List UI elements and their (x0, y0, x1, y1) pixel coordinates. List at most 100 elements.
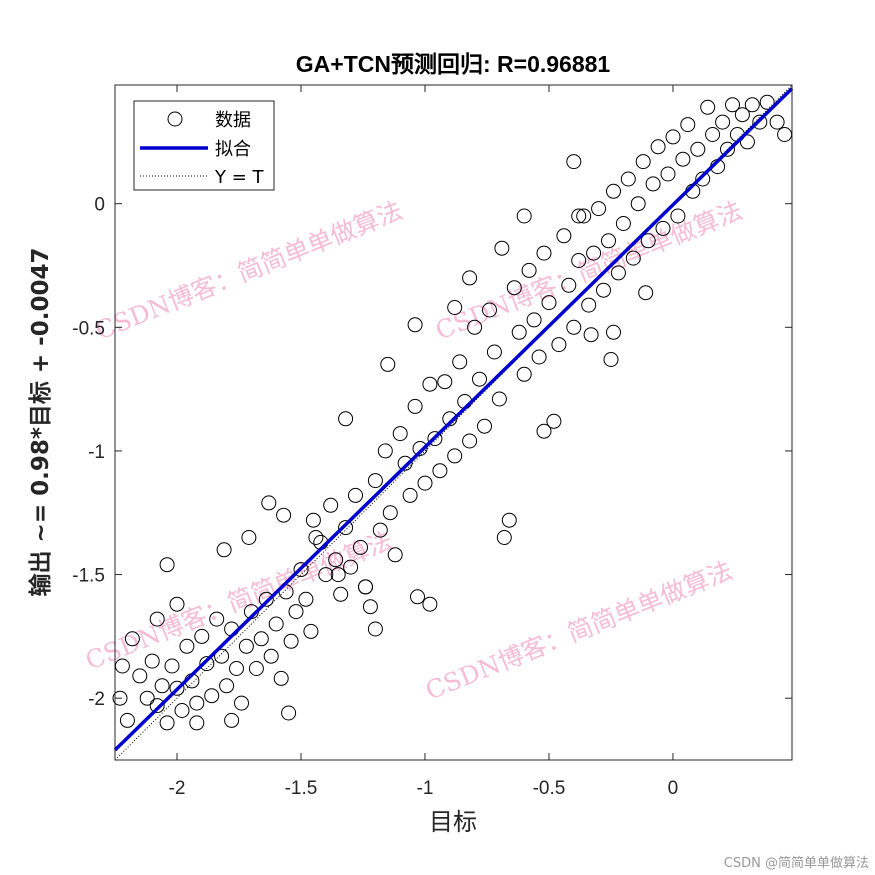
data-point (486, 344, 502, 360)
data-point (640, 233, 656, 249)
data-point (402, 487, 418, 503)
data-point (442, 411, 458, 427)
legend-marker-data (167, 111, 183, 127)
x-tick-label: -0.5 (533, 778, 566, 799)
data-point (229, 661, 244, 676)
data-point (328, 552, 344, 568)
data-point (258, 591, 274, 607)
y-tick-label: -1 (88, 442, 105, 463)
data-point (536, 423, 552, 439)
data-point (690, 141, 706, 157)
data-point (665, 129, 681, 145)
data-point (705, 127, 721, 142)
data-point (601, 233, 616, 249)
data-point (506, 280, 522, 296)
data-point (452, 354, 468, 370)
data-point (606, 324, 621, 340)
data-point (427, 431, 443, 447)
data-point (189, 715, 205, 731)
data-point (571, 208, 587, 224)
data-point (372, 522, 388, 538)
data-point (561, 277, 577, 293)
data-point (660, 166, 676, 182)
data-point (234, 695, 249, 711)
data-point (288, 604, 304, 620)
data-point (752, 114, 768, 130)
data-point (283, 633, 299, 649)
data-point (179, 638, 195, 654)
data-point (214, 648, 230, 664)
data-point (715, 114, 731, 130)
data-point (447, 300, 463, 315)
data-point (586, 245, 602, 261)
legend-label-identity: Y = T (214, 167, 265, 188)
data-point (387, 547, 403, 563)
x-tick-label: -1.5 (285, 778, 318, 799)
data-point (615, 216, 631, 231)
data-point (675, 151, 691, 167)
legend-box (133, 100, 275, 191)
data-point (298, 591, 314, 607)
data-point (566, 154, 582, 170)
data-point (606, 183, 621, 199)
data-point (224, 712, 240, 728)
data-point (566, 319, 582, 335)
data-point (407, 398, 423, 414)
data-point (734, 107, 750, 123)
data-point (645, 176, 661, 192)
fit-line (113, 87, 794, 752)
data-point (281, 705, 297, 721)
data-point (276, 507, 292, 523)
data-point (407, 317, 423, 333)
data-point (739, 134, 755, 150)
data-point (516, 208, 532, 224)
data-point (194, 628, 210, 644)
data-point (149, 698, 165, 714)
data-point (139, 690, 155, 706)
y-axis-label: 输出 ~= 0.98*目标 + -0.0047 (27, 248, 54, 597)
data-point (382, 505, 398, 521)
credit-text: CSDN @简简单单做算法 (723, 856, 869, 871)
data-point (769, 114, 785, 130)
data-point (625, 250, 641, 266)
data-point (511, 324, 527, 340)
data-point (318, 567, 334, 583)
legend: 数据 拟合 Y = T (133, 100, 275, 191)
data-point (241, 530, 257, 545)
data-point (462, 270, 478, 286)
data-point (377, 443, 393, 459)
data-point (154, 678, 170, 694)
data-point (531, 349, 547, 365)
data-point (680, 117, 696, 133)
data-point (333, 586, 349, 602)
data-point (526, 312, 542, 328)
y-tick-label: -2 (88, 689, 105, 710)
data-point (462, 433, 478, 449)
data-point (238, 638, 254, 654)
data-point (358, 579, 373, 595)
data-point (362, 599, 378, 615)
data-point (367, 621, 383, 637)
data-point (541, 295, 557, 311)
data-point (343, 559, 359, 575)
data-point (536, 245, 552, 261)
data-point (491, 391, 507, 407)
x-axis-label: 目标 (429, 808, 477, 836)
data-point (720, 141, 735, 157)
data-point (112, 690, 128, 706)
data-point (477, 418, 492, 434)
data-point (305, 512, 321, 528)
x-tick-label: -1 (417, 778, 434, 799)
data-point (338, 411, 354, 427)
data-point (422, 596, 438, 612)
y-tick-label: -1.5 (72, 566, 105, 587)
data-point (603, 352, 619, 367)
data-point (164, 658, 180, 674)
data-point (620, 171, 636, 187)
data-point (695, 171, 711, 187)
y-tick-label: -0.5 (72, 318, 105, 339)
data-point (204, 688, 220, 704)
data-point (159, 557, 175, 573)
data-point (412, 441, 428, 456)
